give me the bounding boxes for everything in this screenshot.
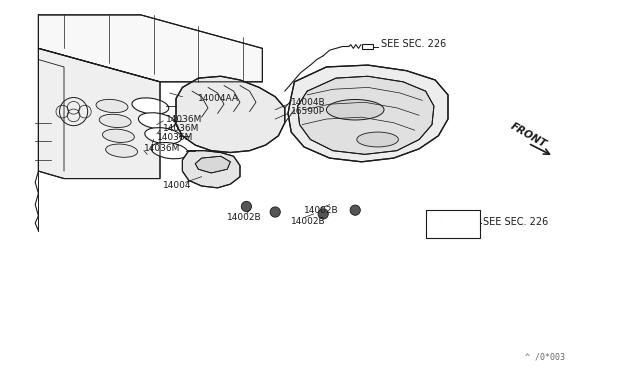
Circle shape <box>270 207 280 217</box>
Text: 14004: 14004 <box>163 182 192 190</box>
Ellipse shape <box>145 128 182 144</box>
Polygon shape <box>38 15 262 82</box>
Text: 14002B: 14002B <box>227 213 262 222</box>
Text: 14036M: 14036M <box>166 115 203 124</box>
Circle shape <box>350 205 360 215</box>
Ellipse shape <box>106 144 138 157</box>
Circle shape <box>318 209 328 219</box>
Text: 14004B: 14004B <box>291 98 326 107</box>
Ellipse shape <box>99 114 131 128</box>
Polygon shape <box>195 156 230 173</box>
Text: ^ /0*003: ^ /0*003 <box>525 353 564 362</box>
Text: 14002B: 14002B <box>304 206 339 215</box>
Ellipse shape <box>102 129 134 142</box>
Text: 14004AA: 14004AA <box>198 94 239 103</box>
Polygon shape <box>182 151 240 188</box>
Text: 14036M: 14036M <box>144 144 180 153</box>
Polygon shape <box>176 76 285 153</box>
Bar <box>362 44 373 49</box>
Text: FRONT: FRONT <box>509 122 548 150</box>
Bar <box>426 210 480 238</box>
Text: 14036M: 14036M <box>157 133 193 142</box>
Polygon shape <box>298 76 434 154</box>
Circle shape <box>241 201 252 212</box>
Text: SEE SEC. 226: SEE SEC. 226 <box>381 39 446 49</box>
Polygon shape <box>288 65 448 162</box>
Text: 16590P: 16590P <box>291 107 325 116</box>
Ellipse shape <box>357 132 398 147</box>
Polygon shape <box>38 48 160 179</box>
Text: 14002B: 14002B <box>291 217 326 226</box>
Ellipse shape <box>326 99 384 120</box>
Ellipse shape <box>151 142 188 159</box>
Ellipse shape <box>132 98 169 114</box>
Ellipse shape <box>96 99 128 113</box>
Ellipse shape <box>138 113 175 129</box>
Text: 14036M: 14036M <box>163 124 200 133</box>
Text: SEE SEC. 226: SEE SEC. 226 <box>483 217 548 227</box>
